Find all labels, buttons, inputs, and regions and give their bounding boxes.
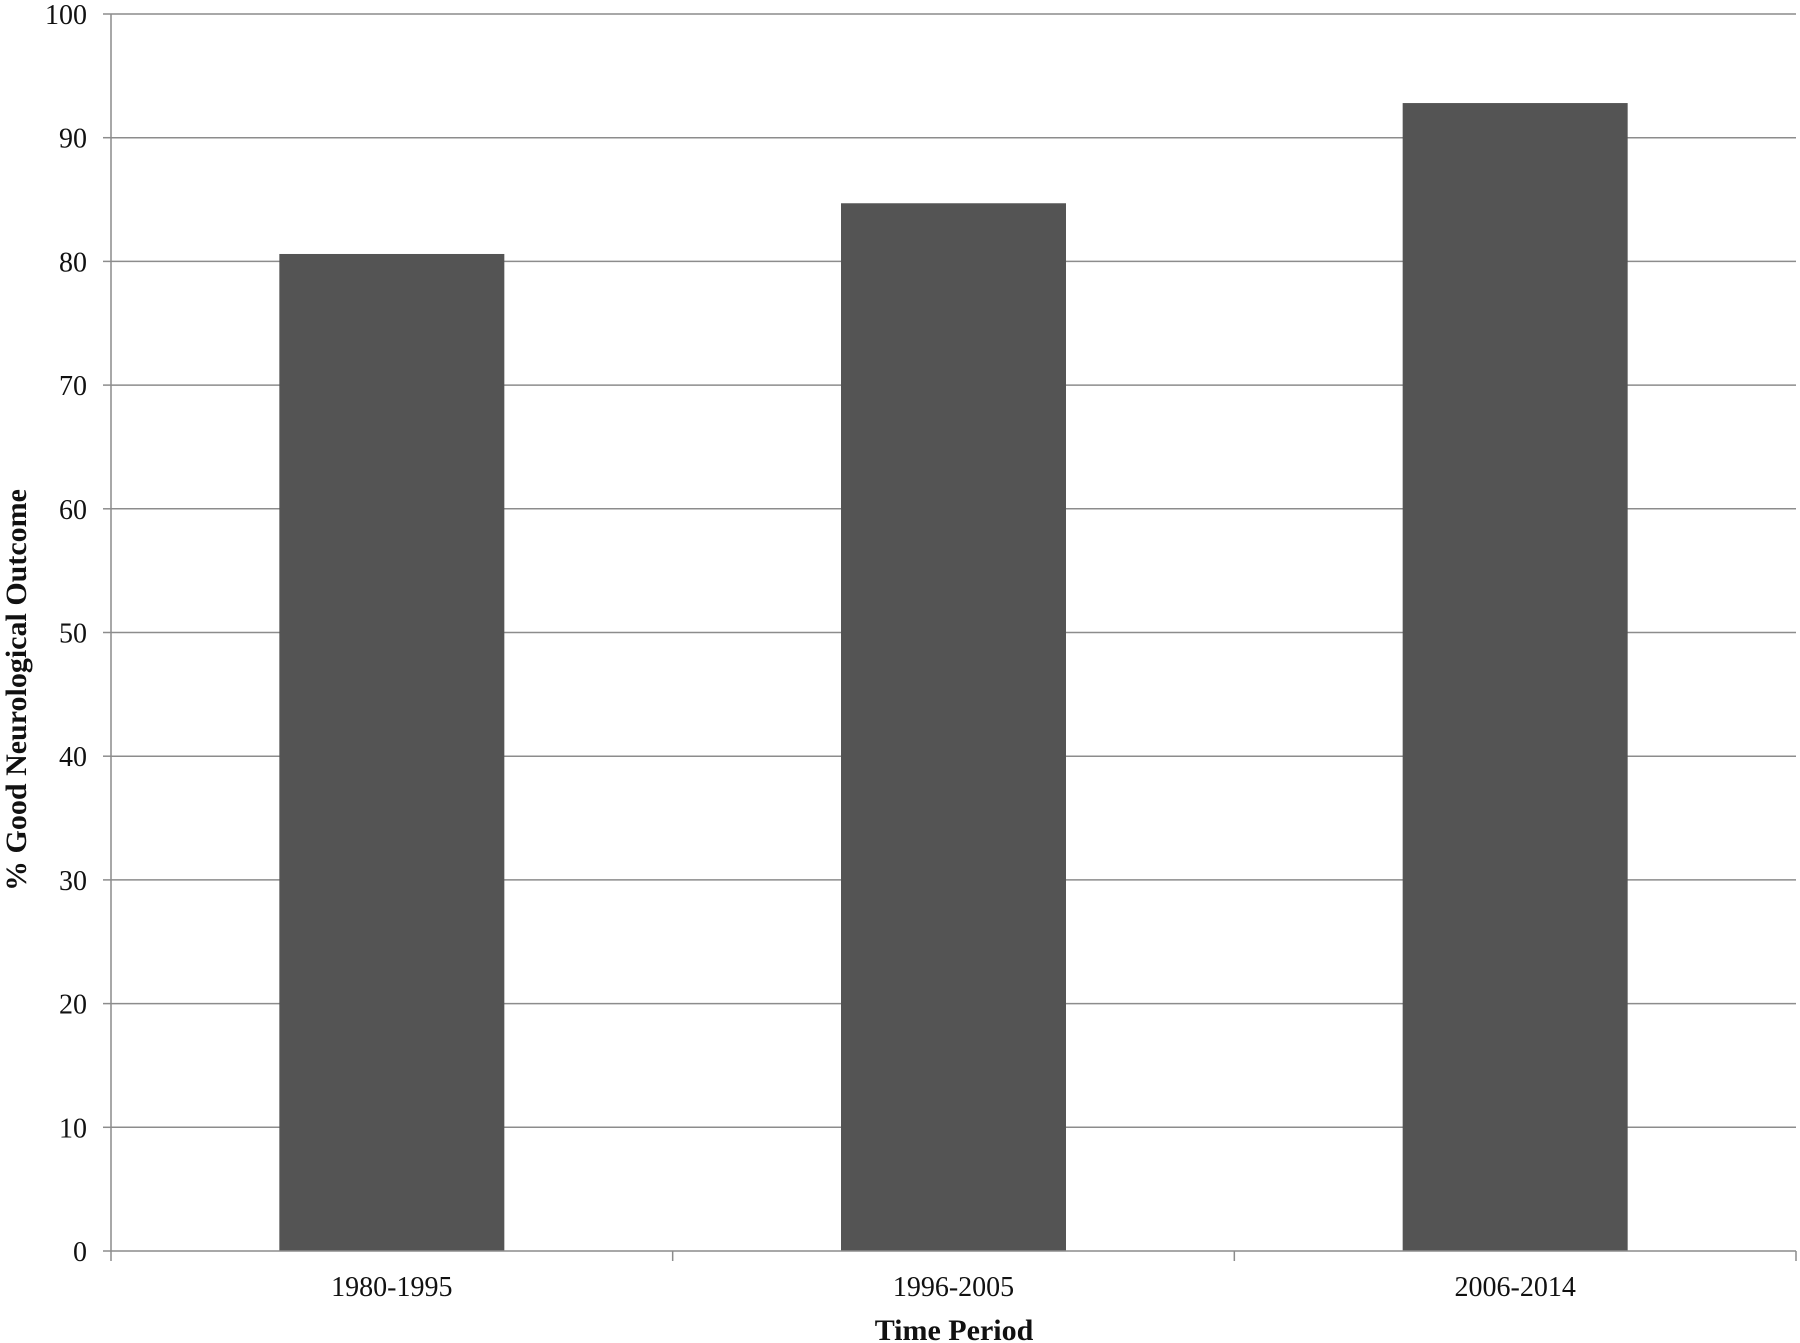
y-tick-label: 90	[59, 124, 87, 155]
y-tick-label: 20	[59, 990, 87, 1021]
x-tick-label: 1996-2005	[893, 1272, 1014, 1303]
y-axis-title: % Good Neurological Outcome	[0, 489, 33, 891]
y-tick-label: 80	[59, 247, 87, 278]
bar-1980-1995	[279, 253, 505, 1251]
bar-2006-2014	[1402, 103, 1628, 1252]
y-tick-label: 50	[59, 619, 87, 650]
y-tick-label: 10	[59, 1113, 87, 1144]
y-tick-label: 0	[73, 1237, 87, 1268]
y-tick-labels: 0 10 20 30 40 50 60 70 80 90 100	[45, 0, 87, 1268]
x-axis-title: Time Period	[875, 1314, 1034, 1343]
y-tick-label: 60	[59, 495, 87, 526]
y-tick-label: 70	[59, 371, 87, 402]
bars	[279, 103, 1628, 1252]
axes	[103, 13, 1797, 1261]
x-tick-labels: 1980-1995 1996-2005 2006-2014	[331, 1272, 1576, 1303]
y-tick-label: 100	[45, 0, 87, 31]
y-tick-label: 30	[59, 866, 87, 897]
bar-1996-2005	[841, 203, 1066, 1252]
x-tick-label: 2006-2014	[1455, 1272, 1576, 1303]
x-tick-label: 1980-1995	[331, 1272, 452, 1303]
y-tick-label: 40	[59, 742, 87, 773]
